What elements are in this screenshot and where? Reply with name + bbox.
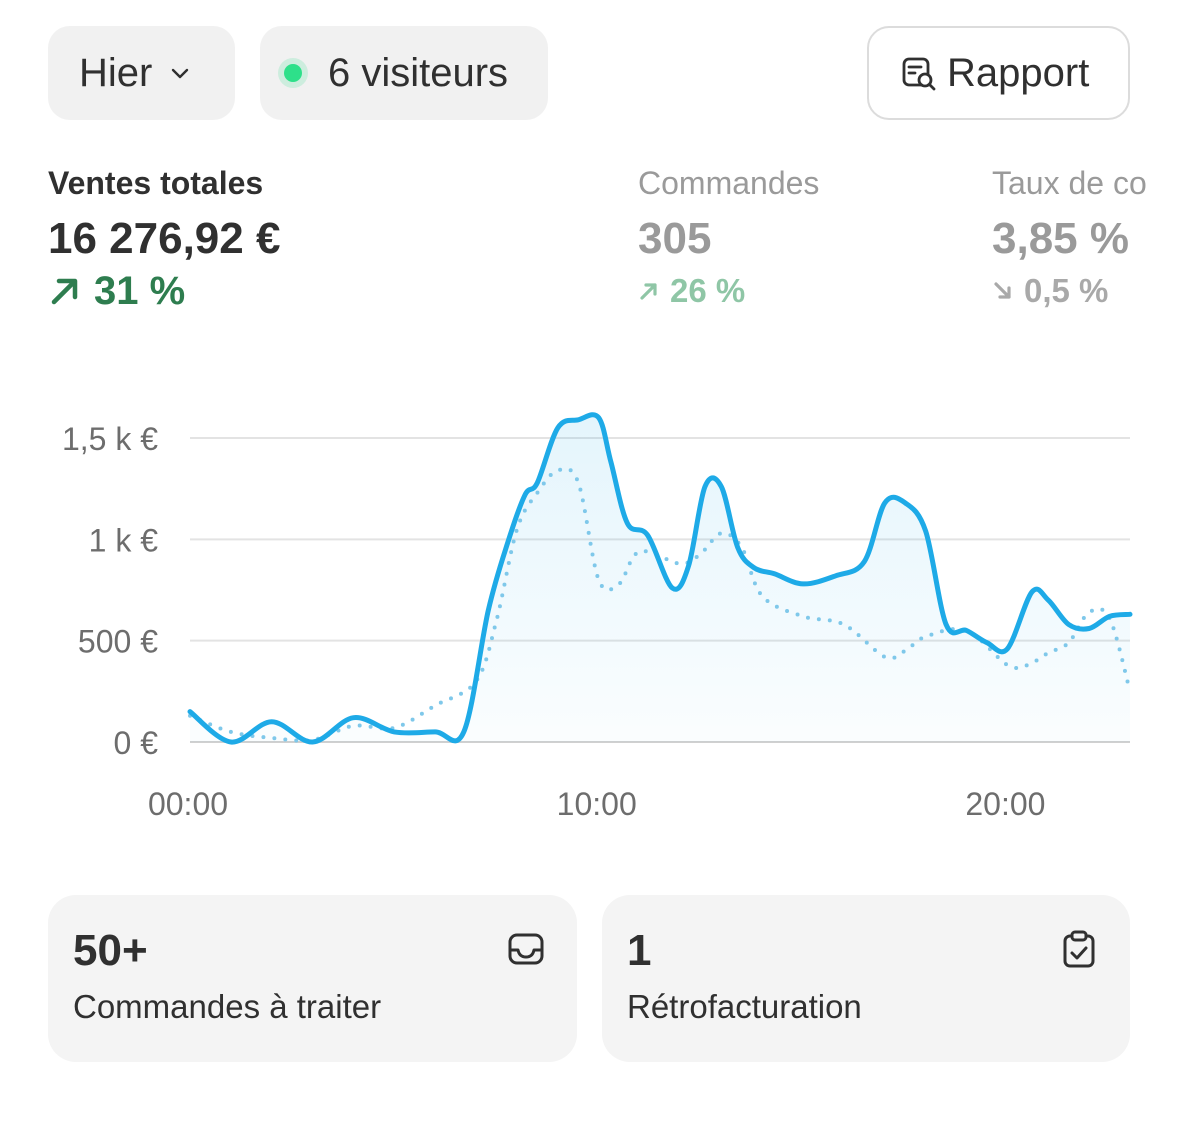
metric-change-value: 26 % [670,272,746,309]
series-area-fill [190,414,1130,743]
metric-change-value: 0,5 % [1024,272,1109,309]
chevron-down-icon [172,68,189,79]
orders-to-fulfill-card[interactable]: 50+ Commandes à traiter [48,895,577,1062]
arrow-up-right-icon [640,283,657,300]
x-tick-label: 00:00 [148,786,228,822]
metric-change: 0,5 % [992,267,1179,315]
metric-label: Commandes [638,165,820,201]
card-number: 50+ [73,926,148,975]
period-selector[interactable]: Hier [48,26,235,120]
inbox-icon [508,933,544,965]
y-tick-label: 500 € [78,624,158,660]
metric-orders[interactable]: Commandes 305 26 % [638,165,819,315]
metric-change: 26 % [638,267,819,315]
metric-value: 16 276,92 € [48,214,281,263]
y-tick-label: 1 k € [89,522,159,558]
arrow-down-right-icon [994,282,1011,299]
arrow-up-right-icon [51,278,78,305]
metric-label: Taux de co [992,165,1147,201]
comparison-series-line [188,466,1132,743]
metric-value: 305 [638,214,712,263]
y-tick-label: 1,5 k € [62,421,158,457]
main-series-line [187,412,1133,745]
report-label: Rapport [947,50,1090,95]
metric-change-value: 31 % [94,269,186,313]
period-label: Hier [79,50,153,95]
card-number: 1 [627,926,652,975]
clipboard-check-icon [1063,930,1095,968]
sales-chart[interactable]: 0 € 500 € 1 k € 1,5 k € 00:00 10:00 20:00 [0,380,1179,840]
report-search-icon [902,57,936,91]
x-tick-label: 20:00 [965,786,1045,822]
metric-conversion-rate[interactable]: Taux de co 3,85 % 0,5 % [992,165,1179,315]
live-visitors-button[interactable]: 6 visiteurs [260,26,548,120]
card-label: Rétrofacturation [627,988,862,1025]
chargeback-card[interactable]: 1 Rétrofacturation [602,895,1130,1062]
metric-change: 31 % [48,267,280,315]
metric-total-sales[interactable]: Ventes totales 16 276,92 € 31 % [48,165,280,315]
card-label: Commandes à traiter [73,988,382,1025]
live-indicator-dot [284,64,302,82]
visitors-label: 6 visiteurs [328,50,509,95]
x-tick-label: 10:00 [557,786,637,822]
metric-value: 3,85 % [992,214,1129,263]
y-tick-label: 0 € [114,725,159,761]
metric-label: Ventes totales [48,165,264,201]
report-button[interactable]: Rapport [867,26,1130,120]
